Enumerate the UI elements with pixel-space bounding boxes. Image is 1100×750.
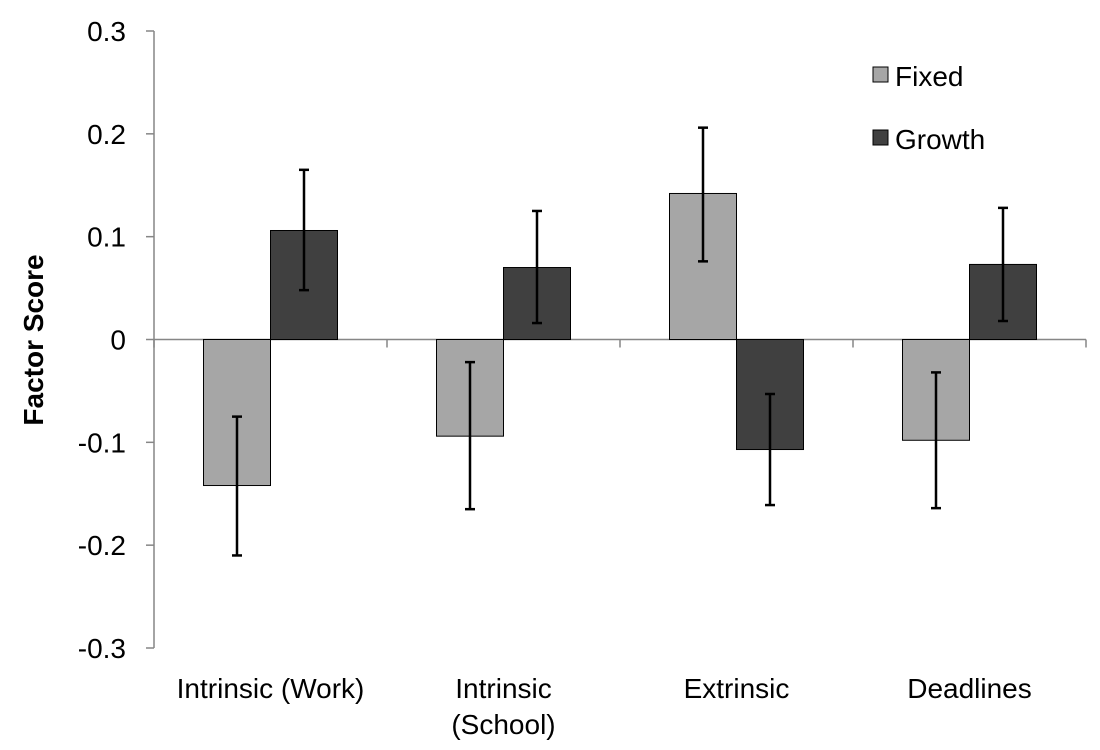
legend: Fixed Growth	[872, 61, 985, 155]
y-tick-label: -0.3	[78, 633, 126, 664]
error-bar	[465, 360, 475, 511]
legend-label-growth: Growth	[895, 124, 985, 155]
error-bar	[931, 371, 941, 510]
y-tick-label: 0.3	[87, 16, 126, 47]
y-tick-label: 0.1	[87, 222, 126, 253]
x-tick-labels: Intrinsic (Work) Intrinsic (School) Extrins…	[177, 673, 1032, 740]
error-bar	[765, 392, 775, 507]
x-tick-label: Extrinsic	[684, 673, 790, 704]
x-tick-label: Deadlines	[907, 673, 1032, 704]
y-tick-label: -0.2	[78, 530, 126, 561]
error-bar	[998, 206, 1008, 323]
x-tick-label: Intrinsic	[455, 673, 551, 704]
error-bar	[698, 126, 708, 263]
error-bar	[232, 415, 242, 557]
error-bars	[232, 126, 1008, 557]
x-tick-label: Intrinsic (Work)	[177, 673, 365, 704]
legend-swatch-growth	[872, 129, 889, 146]
y-tick-labels: 0.3 0.2 0.1 0 -0.1 -0.2 -0.3	[78, 16, 126, 664]
error-bar	[532, 209, 542, 325]
y-tick-label: -0.1	[78, 427, 126, 458]
legend-label-fixed: Fixed	[895, 61, 963, 92]
y-tick-label: 0	[110, 325, 126, 356]
legend-swatch-fixed	[872, 66, 889, 83]
x-tick-label: (School)	[451, 709, 555, 740]
error-bar	[299, 168, 309, 292]
y-tick-label: 0.2	[87, 119, 126, 150]
y-axis-label: Factor Score	[18, 254, 49, 425]
